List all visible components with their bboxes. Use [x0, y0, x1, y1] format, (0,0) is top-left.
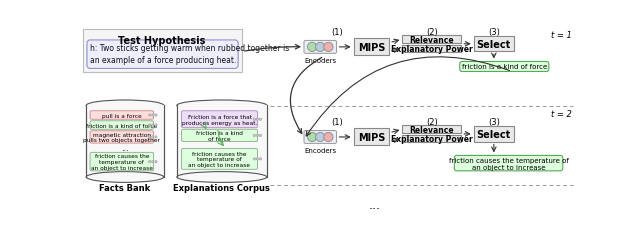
Circle shape [148, 136, 151, 139]
Circle shape [259, 119, 262, 121]
Circle shape [155, 124, 157, 127]
Bar [177, 106, 267, 111]
FancyBboxPatch shape [304, 131, 337, 144]
Circle shape [155, 161, 157, 163]
Text: Select: Select [477, 129, 511, 139]
Bar [83, 30, 242, 72]
Text: friction causes the
temperature of
an object to increase: friction causes the temperature of an ob… [91, 154, 153, 170]
Circle shape [148, 114, 151, 117]
Circle shape [259, 158, 262, 160]
Circle shape [152, 124, 154, 127]
Circle shape [307, 133, 317, 142]
Circle shape [152, 114, 154, 117]
Bar [177, 106, 267, 177]
Circle shape [148, 161, 151, 163]
FancyBboxPatch shape [90, 153, 154, 171]
Text: (3): (3) [488, 118, 500, 127]
FancyBboxPatch shape [90, 121, 154, 130]
Ellipse shape [177, 100, 267, 111]
Text: h: Two sticks getting warm when rubbed together is
an example of a force produci: h: Two sticks getting warm when rubbed t… [90, 44, 289, 64]
Text: (1): (1) [332, 118, 343, 127]
Text: Encoders: Encoders [304, 58, 336, 64]
Text: friction is a kind of force: friction is a kind of force [461, 64, 547, 70]
Circle shape [152, 161, 154, 163]
Bar [403, 135, 461, 143]
Ellipse shape [177, 172, 267, 182]
Text: friction causes the temperature of
an object to increase: friction causes the temperature of an ob… [449, 157, 568, 170]
FancyBboxPatch shape [182, 149, 257, 170]
Text: Relevance: Relevance [410, 36, 454, 44]
Text: Facts Bank: Facts Bank [99, 183, 150, 192]
Circle shape [256, 119, 259, 121]
Bar [353, 39, 389, 56]
FancyBboxPatch shape [90, 111, 154, 120]
Text: ...: ... [121, 144, 129, 152]
Text: Relevance: Relevance [410, 125, 454, 134]
FancyBboxPatch shape [304, 41, 337, 54]
Text: Explanatory Power: Explanatory Power [391, 45, 473, 54]
Text: ...: ... [369, 198, 381, 211]
Text: (2): (2) [426, 28, 438, 37]
Text: Explanatory Power: Explanatory Power [391, 134, 473, 143]
Text: friction is a kind of force: friction is a kind of force [86, 123, 157, 128]
Bar [86, 106, 164, 111]
Circle shape [148, 124, 151, 127]
Circle shape [155, 114, 157, 117]
Bar [353, 129, 389, 146]
Text: (1): (1) [332, 28, 343, 37]
Circle shape [316, 43, 325, 52]
Bar [403, 126, 461, 134]
Text: (2): (2) [426, 118, 438, 127]
Circle shape [253, 119, 255, 121]
Circle shape [152, 136, 154, 139]
FancyBboxPatch shape [454, 156, 563, 171]
Text: magnetic attraction
pulls two objects together: magnetic attraction pulls two objects to… [83, 132, 160, 143]
Circle shape [307, 43, 317, 52]
Text: (3): (3) [488, 28, 500, 37]
Bar [474, 37, 514, 52]
Circle shape [256, 135, 259, 137]
Circle shape [324, 43, 333, 52]
Text: pull is a force: pull is a force [102, 113, 141, 118]
Bar [403, 45, 461, 53]
Bar [403, 36, 461, 44]
Text: friction is a kind
of force: friction is a kind of force [196, 131, 243, 141]
FancyBboxPatch shape [460, 62, 549, 72]
Text: Explanations Corpus: Explanations Corpus [173, 183, 270, 192]
Text: Friction is a force that
produces energy as heat.: Friction is a force that produces energy… [182, 114, 257, 125]
Text: MIPS: MIPS [358, 132, 385, 142]
Circle shape [259, 135, 262, 137]
Bar [474, 127, 514, 142]
Circle shape [256, 158, 259, 160]
FancyBboxPatch shape [90, 131, 154, 143]
FancyBboxPatch shape [182, 111, 257, 128]
Text: Test Hypothesis: Test Hypothesis [118, 35, 206, 45]
Text: friction causes the
temperature of
an object to increase: friction causes the temperature of an ob… [189, 151, 250, 167]
Circle shape [324, 133, 333, 142]
Circle shape [316, 133, 325, 142]
Text: MIPS: MIPS [358, 43, 385, 53]
Text: t = 2: t = 2 [551, 110, 572, 119]
Circle shape [253, 158, 255, 160]
Text: Encoders: Encoders [304, 147, 336, 153]
FancyBboxPatch shape [87, 41, 238, 69]
Circle shape [253, 135, 255, 137]
Ellipse shape [86, 100, 164, 111]
Bar [86, 106, 164, 177]
Circle shape [155, 136, 157, 139]
Ellipse shape [86, 172, 164, 182]
FancyBboxPatch shape [182, 130, 257, 142]
Text: Select: Select [477, 40, 511, 50]
Text: t = 1: t = 1 [551, 31, 572, 40]
